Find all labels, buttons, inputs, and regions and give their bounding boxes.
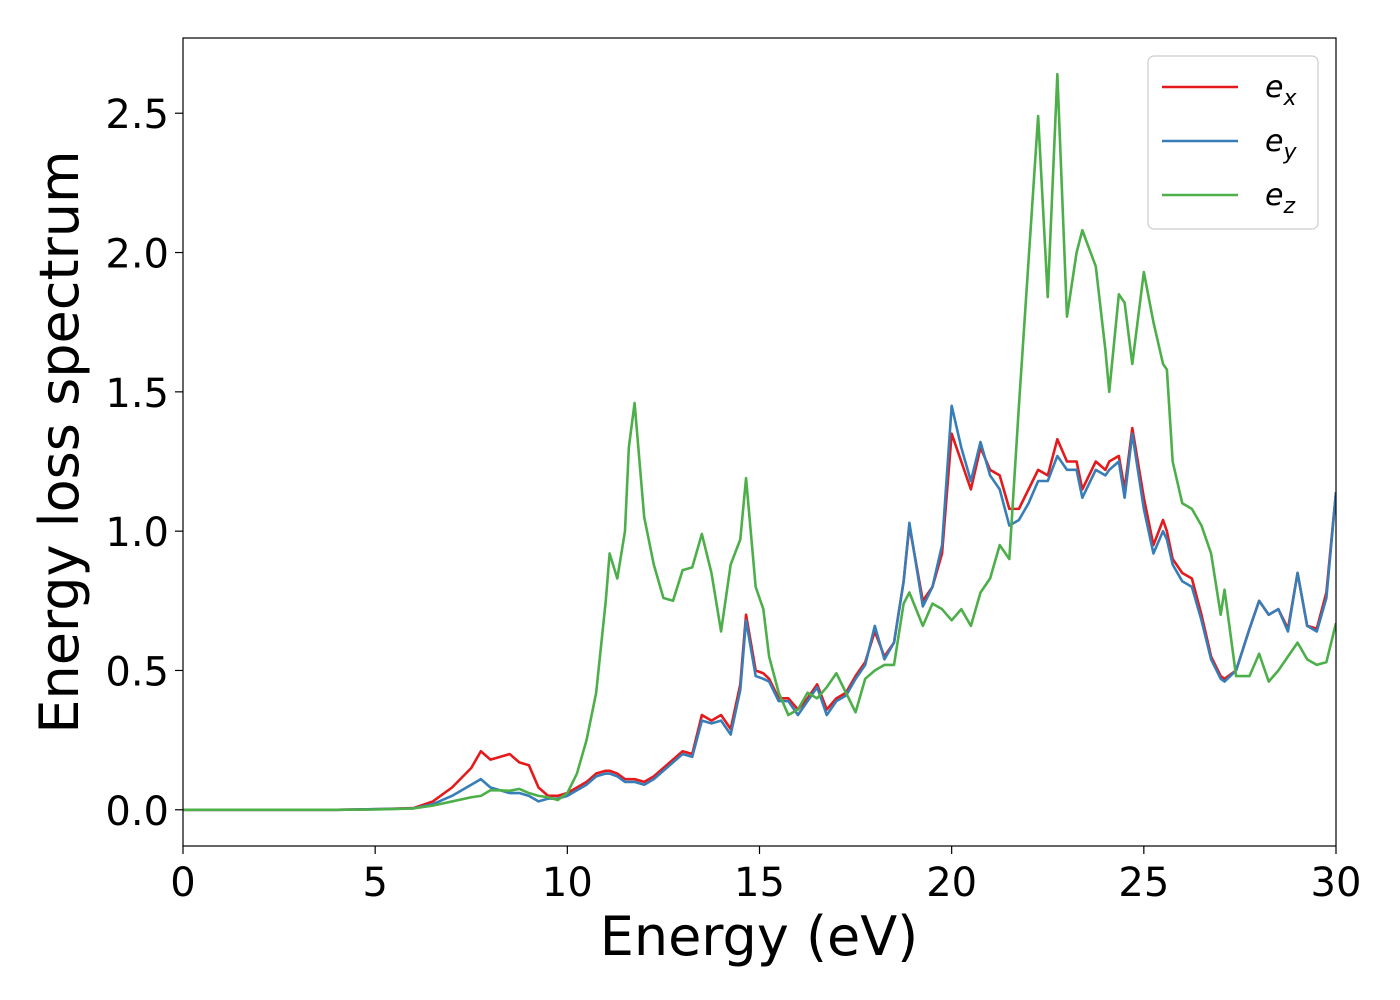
y-axis-label: Energy loss spectrum: [28, 150, 91, 733]
legend-label: ey: [1265, 124, 1297, 165]
x-tick-label: 20: [926, 860, 977, 906]
y-tick-label: 2.5: [105, 92, 169, 138]
x-tick-label: 25: [1118, 860, 1169, 906]
x-tick-label: 30: [1311, 860, 1362, 906]
x-axis-label: Energy (eV): [600, 905, 919, 968]
y-tick-label: 1.0: [105, 510, 169, 556]
plot-lines: [183, 72, 1336, 812]
x-tick-label: 0: [170, 860, 195, 906]
legend-box: [1147, 55, 1319, 230]
y-tick-label: 1.5: [105, 371, 169, 417]
y-tick-label: 2.0: [105, 232, 169, 278]
plot-frame: [182, 37, 1337, 847]
x-tick-label: 15: [734, 860, 785, 906]
legend-label: ex: [1265, 70, 1297, 111]
y-tick-label: 0.0: [105, 789, 169, 835]
legend-label: ez: [1265, 178, 1295, 219]
x-tick-label: 10: [542, 860, 593, 906]
x-tick-label: 5: [362, 860, 387, 906]
y-tick-label: 0.5: [105, 649, 169, 695]
series-line: [183, 426, 1336, 812]
series-line: [183, 72, 1336, 812]
series-line: [183, 404, 1336, 812]
